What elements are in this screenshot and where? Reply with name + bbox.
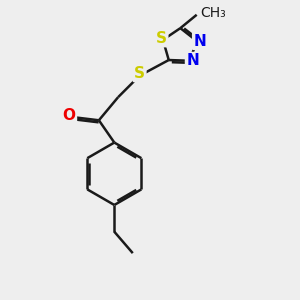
Text: S: S [134, 66, 145, 81]
Text: CH₃: CH₃ [200, 6, 226, 20]
Text: S: S [156, 31, 167, 46]
Text: O: O [63, 108, 76, 123]
Text: N: N [186, 53, 199, 68]
Text: N: N [194, 34, 206, 49]
